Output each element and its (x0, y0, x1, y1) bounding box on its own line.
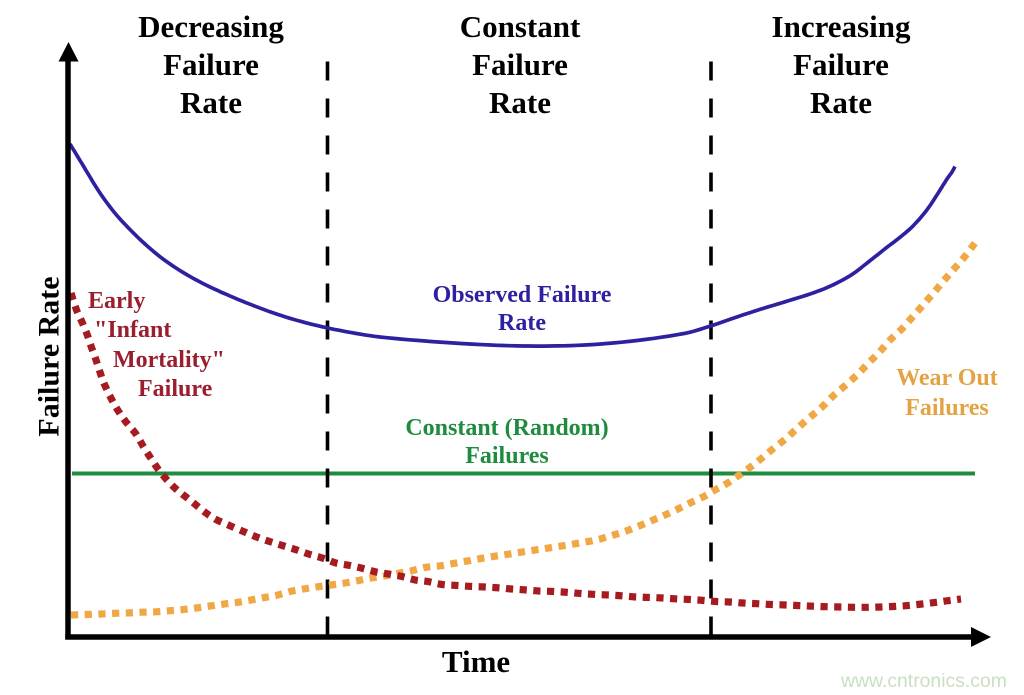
svg-text:Failure Rate: Failure Rate (33, 276, 66, 436)
